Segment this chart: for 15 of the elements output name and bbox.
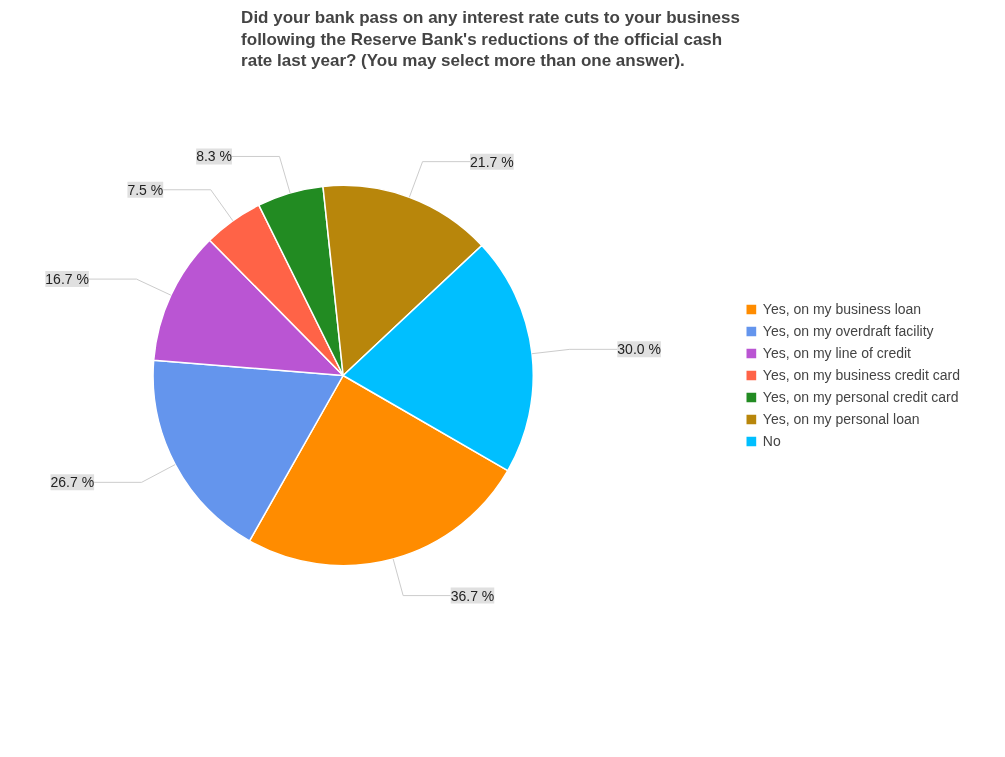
legend-label: Yes, on my personal credit card — [762, 389, 959, 405]
legend-label: Yes, on my business credit card — [762, 367, 960, 383]
data-label: 36.7 % — [450, 587, 495, 604]
data-label: 7.5 % — [127, 181, 164, 198]
legend-label: Yes, on my personal loan — [762, 411, 920, 427]
data-label: 30.0 % — [617, 341, 661, 358]
legend-label: Yes, on my business loan — [762, 301, 922, 317]
legend-label: Yes, on my line of credit — [762, 345, 911, 361]
data-label: 8.3 % — [196, 148, 232, 165]
chart-title: Did your bank pass on any interest rate cuts to your business following the Reserve Bank's reductions of the official cash rate last year? (You may select more than one answer). — [241, 7, 740, 71]
legend-label: Yes, on my overdraft facility — [762, 323, 934, 339]
data-label: 16.7 % — [45, 271, 89, 288]
data-label: 26.7 % — [50, 474, 95, 491]
legend-label: No — [762, 433, 782, 449]
data-label: 21.7 % — [470, 153, 514, 170]
